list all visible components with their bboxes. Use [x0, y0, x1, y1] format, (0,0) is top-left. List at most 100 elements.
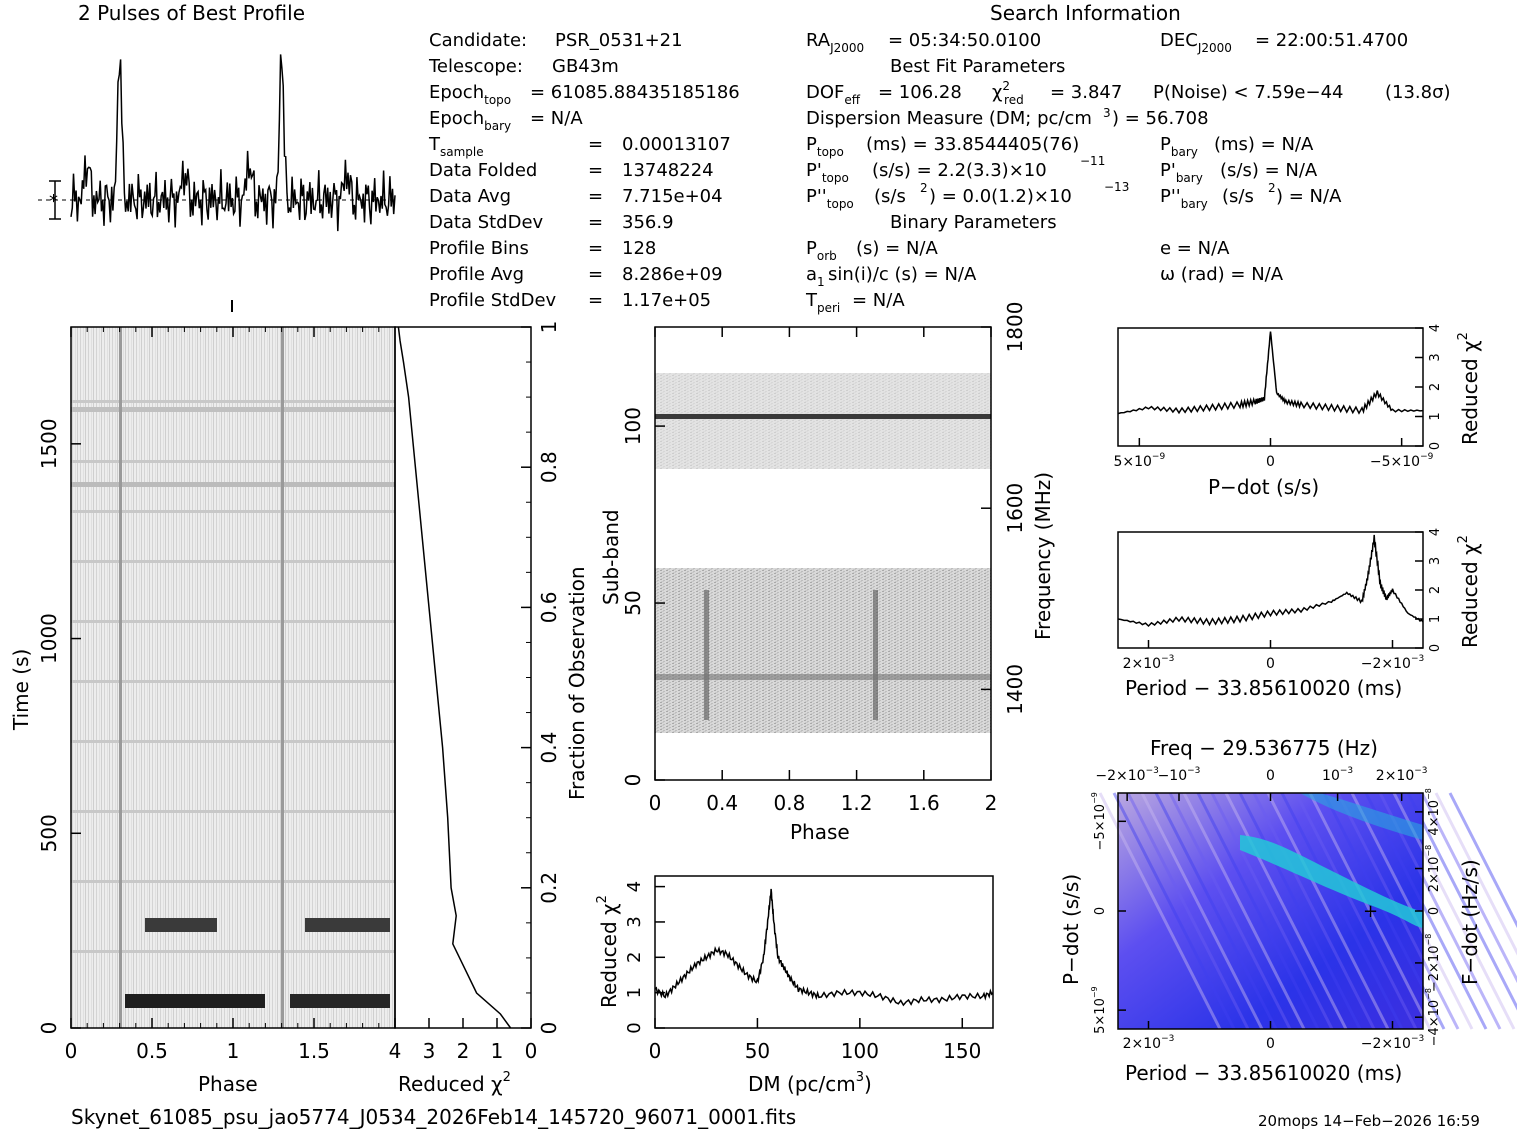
period-xlabel: Period − 33.85610020 (ms) — [1125, 676, 1402, 700]
ppdot-ridge — [1240, 835, 1423, 928]
tp-xlabel: Phase — [198, 1072, 258, 1096]
pdot-ytick-label: 4 — [1428, 324, 1443, 332]
ppdot-streak — [1280, 792, 1404, 1030]
pdtopo-exp: −11 — [1080, 154, 1105, 168]
ppdot-toptick-label: −10−3 — [1158, 766, 1201, 784]
footer-filename: Skynet_61085_psu_jao5774_J0534_2026Feb14… — [71, 1105, 796, 1129]
pddbary-value: ) = N/A — [1276, 186, 1342, 207]
period-ytick-label: 3 — [1428, 557, 1443, 565]
time-phase-chart: 0 0.5 1 1.5 0 500 1000 1500 Phase Time (s) — [9, 300, 396, 1096]
a1-label: a1 — [806, 264, 825, 289]
period-xtick-label: −2×10−3 — [1361, 654, 1424, 672]
info-value: PSR_0531+21 — [555, 30, 683, 51]
period-chart: 0 1 2 3 4 2×10−3 0 −2×10−3 Period − 33.85610020… — [1117, 528, 1482, 700]
ppdot-streak — [1140, 792, 1264, 1030]
sb-xtick-label: 0 — [649, 791, 662, 815]
tp-row-band — [71, 740, 395, 743]
tp-ytick-label: 500 — [37, 814, 61, 852]
ppdot-bottick-label: 2×10−3 — [1123, 1034, 1175, 1052]
pddbary-unit-exp: 2 — [1268, 181, 1276, 195]
pdot-xlabel: P−dot (s/s) — [1208, 475, 1319, 499]
ppdot-streak — [1406, 792, 1517, 1011]
tp-row-band — [71, 680, 395, 683]
ppdot-ltick-label: 0 — [1093, 907, 1108, 915]
pdot-line — [1117, 331, 1424, 415]
omega-value: ω (rad) = N/A — [1160, 264, 1284, 285]
ptopo-value: (ms) = 33.8544405(76) — [866, 134, 1079, 155]
tp-dark-band — [290, 994, 390, 1008]
info-left: Candidate: PSR_0531+21 Telescope: GB43m … — [428, 30, 740, 311]
info-label: Data StdDev — [429, 212, 544, 233]
ct-xtick-label: 4 — [389, 1039, 402, 1063]
dm-ytick-label: 3 — [624, 916, 645, 927]
pbary-value: (ms) = N/A — [1214, 134, 1314, 155]
ptopo-label: Ptopo — [806, 134, 844, 159]
ppdot-streak — [1322, 792, 1446, 1030]
ppdot-streak — [1364, 792, 1488, 1030]
subband-upper-texture — [655, 373, 991, 469]
info-label: Telescope: — [428, 56, 523, 77]
tp-pulse-track — [119, 327, 122, 1028]
info-label: Data Folded — [429, 160, 537, 181]
pulse-profile-chart: * — [38, 54, 396, 232]
profile-asterisk: * — [49, 191, 58, 212]
info-eq: = — [588, 212, 603, 233]
ppdot-streak — [1168, 792, 1292, 1030]
tp-row-band — [71, 400, 395, 403]
ppdot-streak — [1434, 792, 1517, 956]
search-title: Search Information — [990, 1, 1181, 25]
sb-right-label: Frequency (MHz) — [1031, 472, 1055, 640]
sb-xtick-label: 1.6 — [908, 791, 940, 815]
pdtopo-value: (s/s) = 2.2(3.3)×10 — [872, 160, 1047, 181]
subband-pulse-2 — [873, 590, 878, 720]
info-label: Epochbary — [429, 108, 511, 133]
sb-xtick-label: 0.4 — [706, 791, 738, 815]
ppdot-streak — [1182, 792, 1306, 1030]
pddbary-unit: (s/s — [1222, 186, 1254, 207]
ppdot-right-label: F−dot (Hz/s) — [1458, 859, 1482, 985]
ppdot-toptick-label: −2×10−3 — [1095, 766, 1158, 784]
subband-dark-row — [655, 674, 991, 680]
info-label: Epochtopo — [429, 82, 511, 107]
info-value: = N/A — [530, 108, 583, 129]
ppdot-streak — [1112, 792, 1236, 1030]
info-value: 128 — [622, 238, 656, 259]
ppdot-xlabel: Period − 33.85610020 (ms) — [1125, 1061, 1402, 1085]
period-xtick-label: 0 — [1266, 656, 1275, 672]
pdbary-value: (s/s) = N/A — [1220, 160, 1318, 181]
sb-ylabel: Sub-band — [599, 509, 623, 605]
info-value: 0.00013107 — [622, 134, 731, 155]
ct-xtick-label: 3 — [423, 1039, 436, 1063]
info-value: = 61085.88435185186 — [530, 82, 740, 103]
tperi-value: = N/A — [852, 290, 905, 311]
dm-ytick-label: 0 — [624, 1022, 645, 1033]
tp-xtick-label: 1 — [227, 1039, 240, 1063]
period-ytick-label: 1 — [1428, 615, 1443, 623]
period-frame — [1117, 531, 1424, 649]
dm-ytick-label: 1 — [624, 987, 645, 998]
info-eq: = — [588, 134, 603, 155]
ppdot-rtick-label: −2×10−8 — [1424, 934, 1442, 992]
chi2-value: = 3.847 — [1050, 82, 1122, 103]
chi2-label: χ2 red — [992, 79, 1024, 107]
tp-dark-band — [145, 918, 217, 932]
ct-ytick-label: 0.6 — [537, 591, 561, 623]
sb-ytick-label: 50 — [621, 590, 645, 615]
info-eq: = — [588, 160, 603, 181]
pdot-frame — [1117, 327, 1424, 447]
ppdot-streak — [1210, 792, 1334, 1030]
dm-line — [654, 888, 994, 1007]
ppdot-rtick-label: 2×10−8 — [1424, 845, 1442, 893]
dm-frame — [654, 875, 994, 1029]
tp-pulse-track — [281, 327, 284, 1028]
info-eq: = — [588, 290, 603, 311]
dm-ytick-label: 2 — [624, 952, 645, 963]
info-value: 7.715e+04 — [622, 186, 723, 207]
tp-row-band — [71, 407, 395, 412]
profile-title: 2 Pulses of Best Profile — [78, 1, 305, 25]
tp-row-band — [71, 620, 395, 623]
period-ylabel: Reduced χ2 — [1456, 535, 1482, 648]
sb-rtick-label: 1800 — [1003, 302, 1027, 353]
period-line — [1117, 534, 1424, 628]
tp-ytick-label: 1000 — [37, 613, 61, 664]
